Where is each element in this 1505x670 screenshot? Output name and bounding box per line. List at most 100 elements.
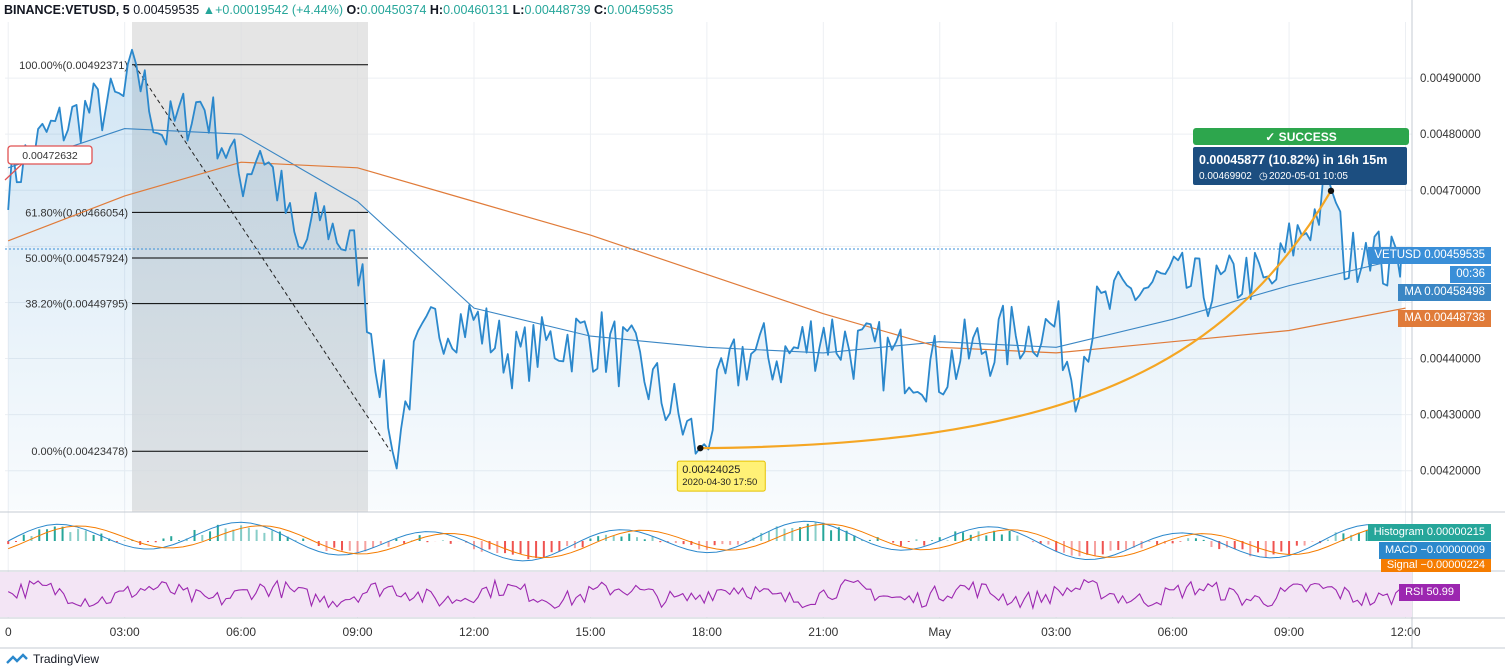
time-tick-label: 12:00 — [1391, 625, 1421, 639]
histogram-bar — [519, 541, 522, 554]
histogram-bar — [379, 541, 382, 544]
time-tick-label: 0 — [5, 625, 12, 639]
time-tick-label: 09:00 — [343, 625, 373, 639]
histogram-bar — [636, 537, 639, 541]
histogram-bar — [1039, 541, 1042, 544]
histogram-bar — [729, 541, 732, 545]
change-arrow-icon: ▲ — [202, 3, 216, 17]
measure-callout-date: 2020-05-01 10:05 — [1269, 171, 1348, 182]
histogram-bar — [962, 532, 965, 541]
histogram-bar — [294, 540, 297, 541]
fib-trend-line — [133, 64, 391, 452]
rsi-label: RSI 50.99 — [1399, 584, 1460, 601]
histogram-bar — [255, 529, 258, 541]
measure-callout-line2: 0.00469902 — [1199, 171, 1252, 182]
histogram-bar — [1357, 532, 1360, 541]
low-callout-price: 0.00424025 — [682, 464, 740, 476]
price-tick-label: 0.00430000 — [1420, 410, 1481, 422]
histogram-bar — [1179, 541, 1182, 542]
signal-line — [8, 523, 1406, 559]
price-area — [8, 49, 1402, 511]
histogram-bar — [721, 541, 724, 545]
macd-name: MACD — [1385, 544, 1418, 556]
histogram-bar — [915, 539, 918, 541]
ma-slow-label: MA 0.00448738 — [1398, 310, 1491, 327]
histogram-bar — [511, 541, 514, 555]
histogram-bar — [22, 534, 25, 541]
high-label: H: — [429, 3, 444, 17]
rsi-line — [7, 578, 1401, 611]
high-point-marker — [1327, 187, 1335, 195]
histogram-bar — [496, 541, 499, 554]
macd-line — [7, 520, 1406, 562]
time-tick-label: May — [928, 625, 951, 639]
histogram-bar — [527, 541, 530, 560]
histogram-bar — [985, 535, 988, 541]
histogram-bar — [1086, 541, 1089, 555]
macd-value: −0.00000009 — [1420, 544, 1485, 556]
histogram-bar — [597, 536, 600, 541]
histogram-bar — [1241, 541, 1244, 550]
histogram-bar — [356, 541, 359, 553]
ma-fast-label: MA 0.00458498 — [1398, 284, 1491, 301]
histogram-bar — [178, 540, 181, 541]
histogram-bar — [938, 537, 941, 541]
histogram-bar — [247, 527, 250, 541]
histogram-bar — [1187, 538, 1190, 541]
histogram-bar — [1062, 541, 1065, 553]
histogram-bar — [1148, 541, 1151, 542]
rsi-value: 50.99 — [1426, 586, 1454, 598]
histogram-bar — [1125, 541, 1128, 550]
histogram-bar — [822, 522, 825, 541]
tradingview-logo-icon — [6, 653, 28, 664]
histogram-bar — [61, 526, 64, 541]
histogram-bar — [1117, 541, 1120, 551]
histogram-bar — [418, 535, 421, 541]
histogram-bar — [550, 541, 553, 553]
clock-icon: ◷ — [1259, 171, 1268, 182]
histogram-bar — [410, 540, 413, 541]
price-tick-label: 0.00480000 — [1420, 129, 1481, 141]
histogram-bar — [1000, 534, 1003, 541]
histogram-bar — [333, 541, 336, 548]
close-label: C: — [593, 3, 608, 17]
histogram-bar — [1280, 541, 1283, 552]
histogram-bar — [341, 541, 344, 551]
price-tag-pointer — [4, 163, 23, 181]
histogram-bar — [69, 532, 72, 541]
histogram-bar — [1055, 541, 1058, 552]
histogram-bar — [1303, 541, 1306, 546]
histogram-bar — [581, 541, 584, 548]
histogram-bar — [441, 540, 444, 541]
time-tick-label: 03:00 — [110, 625, 140, 639]
time-tick-label: 06:00 — [226, 625, 256, 639]
histogram-bar — [542, 541, 545, 559]
histogram-bar — [830, 530, 833, 541]
histogram-bar — [1008, 530, 1011, 541]
open-value: 0.00450374 — [360, 3, 427, 17]
brand-name: TradingView — [33, 652, 100, 666]
time-tick-label: 12:00 — [459, 625, 489, 639]
tradingview-brand[interactable]: TradingView — [6, 652, 99, 666]
histogram-bar — [302, 538, 305, 541]
time-tick-label: 03:00 — [1041, 625, 1071, 639]
histogram-bar — [216, 524, 219, 541]
price-tick-label: 0.00420000 — [1420, 466, 1481, 478]
low-value: 0.00448739 — [524, 3, 591, 17]
histogram-bar — [643, 539, 646, 541]
histogram-bar — [1295, 541, 1298, 546]
histogram-bar — [892, 541, 895, 543]
fib-level-label: 100.00%(0.00492371) — [19, 60, 128, 72]
histogram-bar — [387, 541, 390, 547]
histogram-bar — [977, 531, 980, 541]
close-value: 0.00459535 — [607, 3, 674, 17]
histogram-bar — [1031, 541, 1034, 543]
histogram-bar — [899, 541, 902, 546]
price-tick-label: 0.00440000 — [1420, 354, 1481, 366]
histogram-bar — [201, 534, 204, 541]
histogram-bar — [1233, 541, 1236, 550]
histogram-bar — [760, 532, 763, 541]
histogram-bar — [845, 530, 848, 541]
